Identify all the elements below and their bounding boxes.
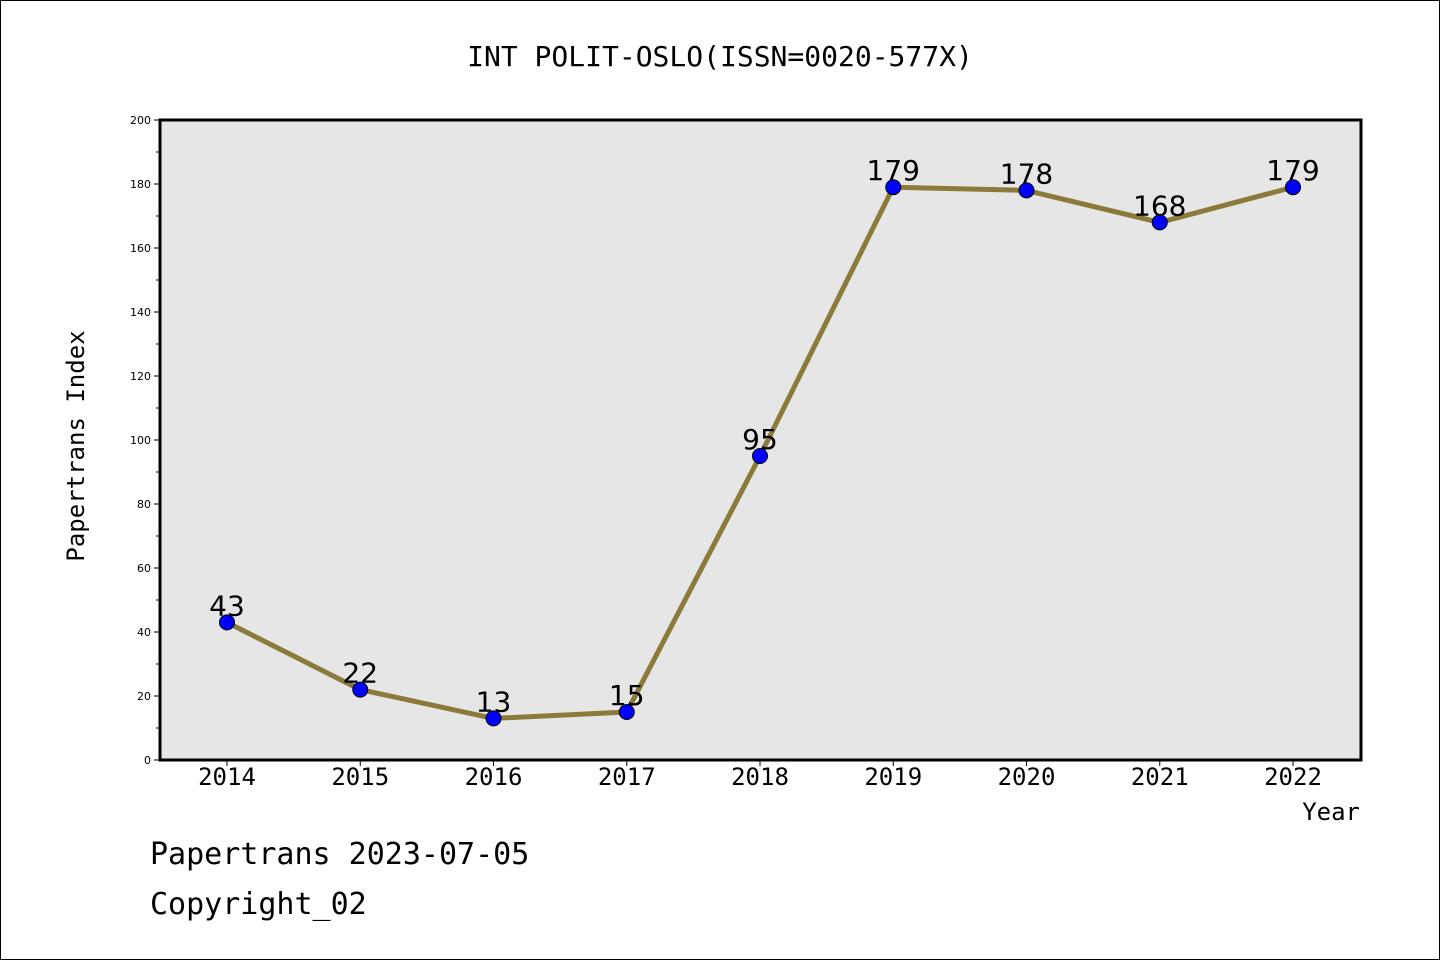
data-point xyxy=(752,448,768,464)
y-tick-label: 160 xyxy=(130,242,151,255)
x-tick-label: 2018 xyxy=(731,763,789,791)
data-point xyxy=(618,704,635,720)
data-label: 179 xyxy=(1266,154,1319,187)
data-label: 95 xyxy=(742,423,778,456)
data-labels: 43 22 13 15 95 179 178 168 179 xyxy=(209,154,1320,718)
y-tick-label: 0 xyxy=(144,754,151,767)
x-axis: 2014 2015 2016 2017 2018 2019 2020 2021 2022 xyxy=(198,760,1322,791)
data-label: 15 xyxy=(609,679,645,712)
y-tick-label: 200 xyxy=(130,114,151,127)
x-tick-label: 2017 xyxy=(598,763,656,791)
y-tick-label: 180 xyxy=(130,178,151,191)
data-point xyxy=(885,179,902,196)
y-tick-label: 20 xyxy=(137,690,151,703)
data-label: 179 xyxy=(867,154,920,187)
chart-title: INT POLIT-OSLO(ISSN=0020-577X) xyxy=(467,40,973,73)
data-point xyxy=(485,710,502,727)
y-tick-label: 60 xyxy=(137,562,151,575)
y-tick-label: 40 xyxy=(137,626,151,639)
data-label: 178 xyxy=(1000,157,1053,190)
x-tick-label: 2019 xyxy=(864,763,922,791)
y-tick-label: 100 xyxy=(130,434,151,447)
data-label: 43 xyxy=(209,589,245,622)
y-axis-label: Papertrans Index xyxy=(62,330,90,561)
series-markers xyxy=(219,179,1301,727)
data-point xyxy=(1285,179,1301,196)
x-tick-label: 2022 xyxy=(1264,763,1322,791)
x-tick-label: 2015 xyxy=(331,763,389,791)
data-label: 22 xyxy=(342,657,378,690)
data-point xyxy=(1018,182,1035,199)
x-tick-label: 2021 xyxy=(1131,763,1189,791)
footer-date: Papertrans 2023-07-05 xyxy=(150,837,529,872)
x-tick-label: 2020 xyxy=(998,763,1056,791)
data-point xyxy=(219,614,235,631)
data-label: 168 xyxy=(1133,189,1186,222)
footer-copyright: Copyright_02 xyxy=(150,887,367,922)
x-tick-label: 2016 xyxy=(465,763,523,791)
data-label: 13 xyxy=(476,685,512,718)
x-tick-label: 2014 xyxy=(198,763,256,791)
x-axis-label: Year xyxy=(1302,798,1360,826)
y-tick-label: 120 xyxy=(130,370,151,383)
data-point xyxy=(352,681,369,698)
data-point xyxy=(1151,214,1168,231)
y-axis: 0 20 40 60 80 100 120 140 160 180 200 xyxy=(130,114,160,767)
y-tick-label: 80 xyxy=(137,498,151,511)
y-tick-label: 140 xyxy=(130,306,151,319)
